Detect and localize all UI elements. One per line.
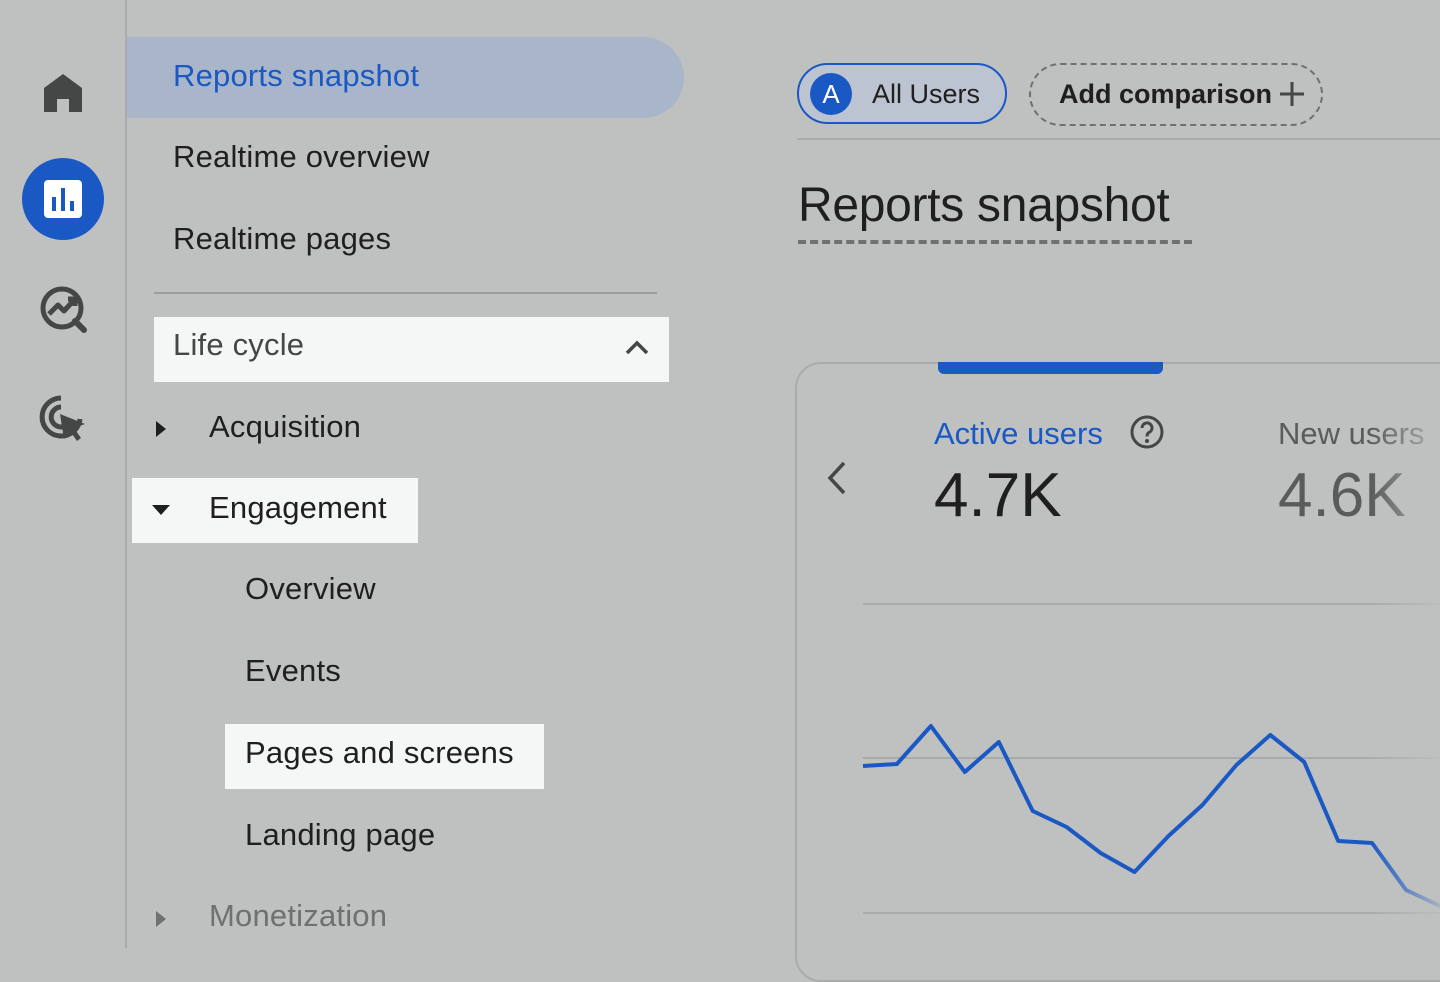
add-comparison-label: Add comparison [1059, 79, 1272, 110]
caret-down-icon [150, 502, 172, 518]
page-title[interactable]: Reports snapshot [798, 178, 1169, 233]
chevron-up-icon[interactable] [622, 333, 652, 363]
caret-right-icon[interactable] [152, 418, 170, 440]
nav-item-monetization[interactable]: Monetization [209, 898, 387, 934]
help-icon[interactable] [1129, 414, 1165, 450]
nav-item-realtime-pages[interactable]: Realtime pages [173, 221, 391, 257]
active-tab-indicator [938, 362, 1163, 374]
nav-item-realtime-overview[interactable]: Realtime overview [173, 139, 430, 175]
home-icon [41, 71, 85, 115]
rail-reports-button[interactable] [22, 158, 104, 240]
header-divider [797, 138, 1440, 140]
active-users-line-chart [855, 700, 1440, 930]
page-title-underline [798, 240, 1192, 244]
nav-item-landing-page[interactable]: Landing page [245, 817, 435, 853]
rail-divider [125, 0, 127, 948]
nav-item-engagement-label: Engagement [209, 490, 387, 526]
nav-item-events[interactable]: Events [245, 653, 341, 689]
metric-active-users-value: 4.7K [934, 460, 1062, 531]
caret-right-icon[interactable] [152, 908, 170, 930]
nav-item-pages-and-screens-label: Pages and screens [245, 735, 514, 771]
chart-gridline-top [863, 603, 1440, 605]
advertising-icon [37, 393, 89, 445]
nav-item-overview[interactable]: Overview [245, 571, 376, 607]
bar-chart-icon [41, 177, 85, 221]
plus-icon [1276, 78, 1308, 110]
explore-icon [38, 284, 88, 334]
nav-divider [154, 292, 657, 294]
nav-section-life-cycle-label: Life cycle [173, 327, 304, 363]
rail-home-button[interactable] [30, 60, 96, 126]
segment-chip-label: All Users [872, 79, 980, 110]
nav-rail [0, 0, 125, 948]
card-fade-overlay [1370, 380, 1440, 948]
nav-label-reports-snapshot: Reports snapshot [173, 58, 419, 94]
segment-chip-all-users[interactable]: A All Users [797, 63, 1007, 124]
add-comparison-button[interactable]: Add comparison [1029, 63, 1323, 126]
chevron-left-icon[interactable] [822, 458, 852, 498]
avatar: A [810, 73, 852, 115]
chart-series-line [863, 726, 1440, 906]
nav-item-acquisition[interactable]: Acquisition [209, 409, 361, 445]
rail-explore-button[interactable] [30, 276, 96, 342]
metric-active-users-label[interactable]: Active users [934, 416, 1103, 452]
rail-advertising-button[interactable] [30, 386, 96, 452]
